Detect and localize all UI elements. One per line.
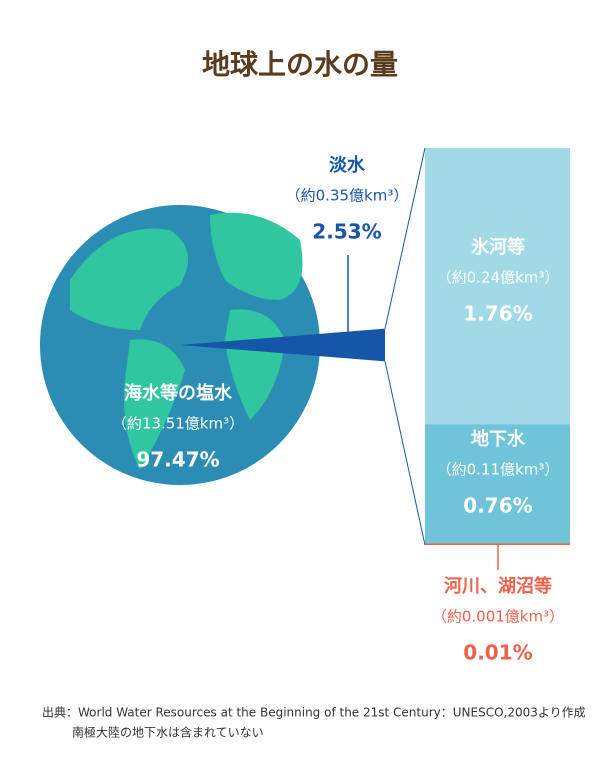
land <box>210 212 303 300</box>
label: 淡水 <box>329 154 366 176</box>
value-label: 0.01% <box>463 641 532 665</box>
wedge <box>180 328 385 362</box>
sublabel: （約0.001億km³） <box>432 608 564 626</box>
value-label: 1.76% <box>463 302 532 326</box>
land <box>124 339 185 470</box>
label: 河川、湖沼等 <box>444 575 552 597</box>
bar-segment <box>425 543 570 545</box>
source: 出典：World Water Resources at the Beginnin… <box>42 706 586 720</box>
connector <box>384 361 426 546</box>
value-label: 0.76% <box>463 494 532 518</box>
value-label: 2.53% <box>312 220 381 244</box>
label: 地下水 <box>471 428 526 450</box>
sublabel: （約0.24億km³） <box>437 269 560 287</box>
land <box>225 309 285 420</box>
bar-segment <box>425 424 570 544</box>
label: 氷河等 <box>471 236 525 258</box>
source-note: 南極大陸の地下水は含まれていない <box>72 725 264 740</box>
value-label: 97.47% <box>136 448 219 472</box>
sublabel: （約0.11億km³） <box>437 461 560 479</box>
land <box>70 228 188 330</box>
chart-title: 地球上の水の量 <box>202 48 398 81</box>
sublabel: （約0.35億km³） <box>286 187 409 205</box>
label: 海水等の塩水 <box>124 382 233 404</box>
sublabel: （約13.51億km³） <box>112 415 244 433</box>
bar-segment <box>425 148 570 425</box>
connector <box>384 147 426 329</box>
